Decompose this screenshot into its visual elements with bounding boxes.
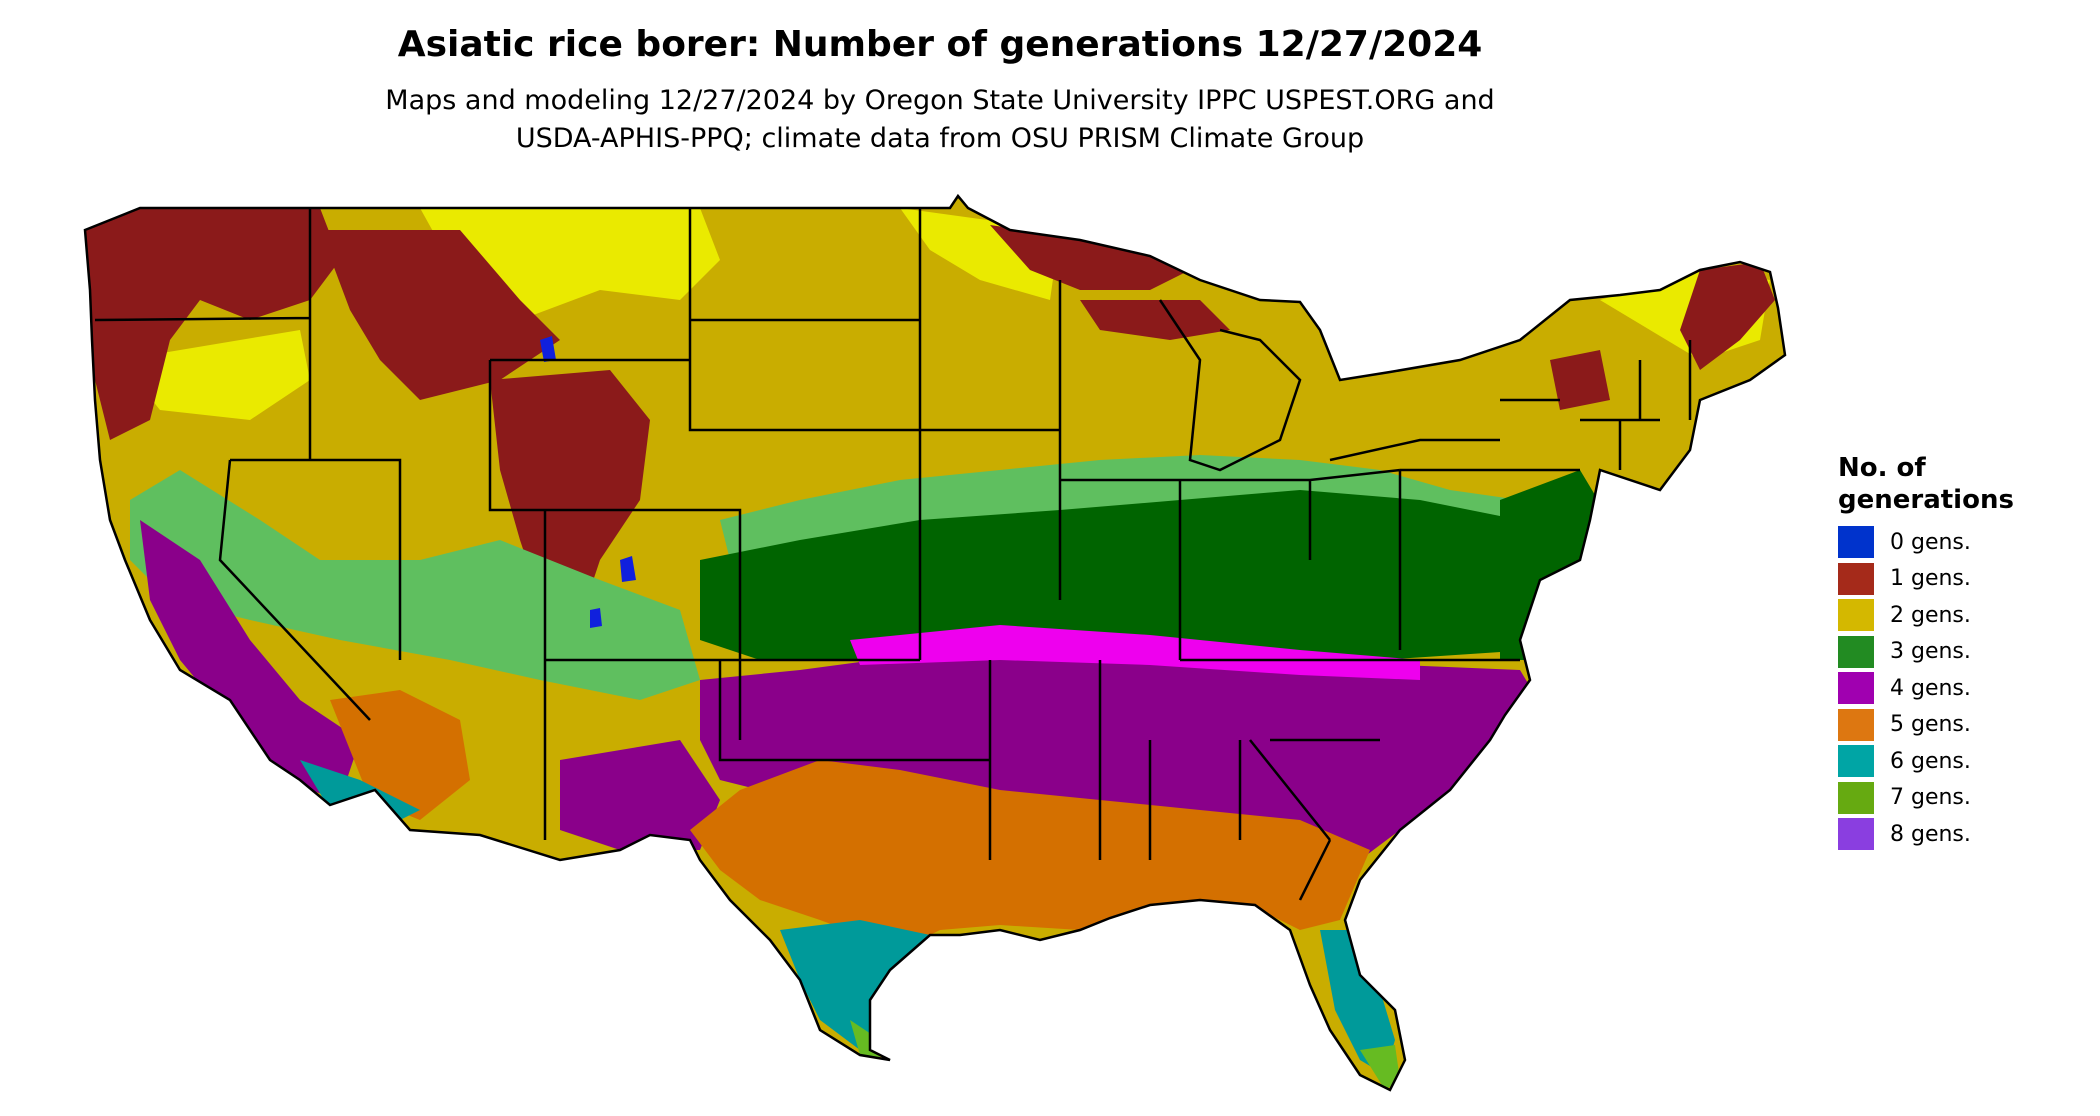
legend-items: 0 gens. 1 gens. 2 gens. 3 gens. 4 gens. … — [1838, 524, 2088, 853]
state-lines — [94, 208, 1692, 901]
legend-item-7-gens: 7 gens. — [1838, 780, 2088, 817]
legend-title-line-1: No. of — [1838, 453, 1926, 483]
zone-yellow-north — [120, 208, 1770, 420]
legend-item-1-gens: 1 gens. — [1838, 561, 2088, 598]
legend-label: 8 gens. — [1890, 821, 1971, 847]
zone-4-gens-california — [140, 520, 360, 800]
zone-7-gens-tips — [850, 1020, 1400, 1090]
legend-swatch — [1838, 635, 1874, 668]
great-lakes-outline — [1158, 299, 1560, 472]
generation-zones — [85, 196, 1785, 1090]
subtitle-line-1: Maps and modeling 12/27/2024 by Oregon S… — [385, 85, 1495, 116]
legend-item-3-gens: 3 gens. — [1838, 634, 2088, 671]
legend-swatch — [1838, 708, 1874, 741]
legend-item-2-gens: 2 gens. — [1838, 597, 2088, 634]
legend-swatch — [1838, 526, 1874, 559]
legend-label: 5 gens. — [1890, 712, 1971, 738]
legend-swatch — [1838, 672, 1874, 705]
zone-4-gens-magenta-fringe — [850, 625, 1420, 680]
zone-6-gens-florida — [1320, 930, 1395, 1075]
legend-swatch — [1838, 781, 1874, 814]
legend-item-8-gens: 8 gens. — [1838, 816, 2088, 853]
zone-6-gens-texas-coast — [780, 920, 930, 1050]
legend-swatch — [1838, 562, 1874, 595]
legend-label: 6 gens. — [1890, 748, 1971, 774]
legend-label: 4 gens. — [1890, 675, 1971, 701]
legend-swatch — [1838, 745, 1874, 778]
legend-label: 2 gens. — [1890, 602, 1971, 628]
legend-label: 0 gens. — [1890, 529, 1971, 555]
legend-item-0-gens: 0 gens. — [1838, 524, 2088, 561]
legend-item-4-gens: 4 gens. — [1838, 670, 2088, 707]
legend-title: No. of generations — [1838, 452, 2088, 516]
zone-3-gens-central — [700, 490, 1590, 665]
legend-item-5-gens: 5 gens. — [1838, 707, 2088, 744]
legend-label: 7 gens. — [1890, 785, 1971, 811]
legend-swatch — [1838, 599, 1874, 632]
map-subtitle: Maps and modeling 12/27/2024 by Oregon S… — [0, 82, 1880, 158]
legend-label: 1 gens. — [1890, 566, 1971, 592]
legend-swatch — [1838, 818, 1874, 851]
zone-3-gens-southwest — [130, 470, 700, 700]
subtitle-line-2: USDA-APHIS-PPQ; climate data from OSU PR… — [515, 123, 1365, 154]
state-borders — [83, 194, 1787, 1092]
legend-title-line-2: generations — [1838, 485, 2014, 515]
legend: No. of generations 0 gens. 1 gens. 2 gen… — [1838, 452, 2088, 853]
zone-1-gens-new-england — [1550, 262, 1775, 410]
zone-1-gens-northwest — [85, 208, 560, 440]
zone-4-gens-new-mexico-texas — [560, 740, 720, 850]
legend-item-6-gens: 6 gens. — [1838, 743, 2088, 780]
zone-1-gens-great-lakes — [990, 225, 1230, 340]
legend-label: 3 gens. — [1890, 639, 1971, 665]
map-title: Asiatic rice borer: Number of generation… — [397, 24, 1483, 65]
